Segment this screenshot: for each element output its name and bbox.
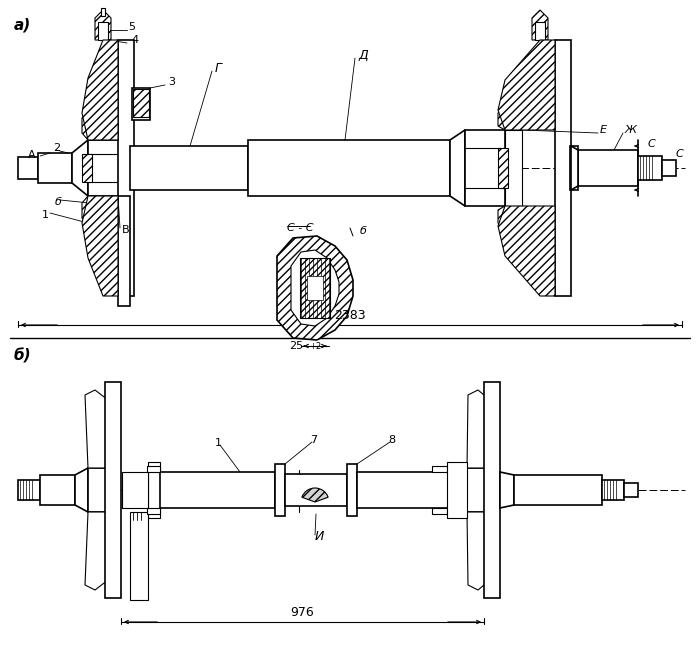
Text: 25: 25	[289, 341, 303, 351]
Bar	[130, 512, 148, 600]
Bar	[300, 258, 330, 318]
Bar	[432, 508, 447, 514]
Bar	[578, 150, 638, 186]
Polygon shape	[82, 196, 95, 223]
Bar	[98, 22, 108, 40]
Polygon shape	[498, 206, 512, 230]
Bar	[160, 472, 275, 508]
Bar	[148, 462, 160, 518]
Bar	[662, 160, 676, 176]
Polygon shape	[291, 250, 339, 326]
Bar	[118, 196, 130, 306]
Text: 8: 8	[388, 435, 395, 445]
Polygon shape	[75, 468, 88, 512]
Text: 5: 5	[128, 22, 135, 32]
Text: Ж: Ж	[625, 125, 637, 135]
Bar	[275, 464, 285, 516]
Bar	[132, 88, 150, 120]
Polygon shape	[85, 390, 112, 468]
Bar	[285, 474, 347, 506]
Polygon shape	[500, 472, 514, 508]
Text: б: б	[55, 197, 62, 207]
Bar	[133, 89, 149, 117]
Text: Е: Е	[600, 125, 607, 135]
Bar	[40, 475, 75, 505]
Bar	[357, 472, 467, 508]
Bar	[347, 464, 357, 516]
Text: 4: 4	[131, 35, 138, 45]
Polygon shape	[467, 512, 495, 590]
Text: +2: +2	[309, 342, 321, 351]
Bar	[88, 468, 108, 512]
Bar	[514, 475, 602, 505]
Text: Д: Д	[358, 49, 368, 61]
Bar	[248, 140, 450, 196]
Text: С: С	[676, 149, 684, 159]
Text: И: И	[315, 531, 324, 544]
Polygon shape	[498, 40, 555, 130]
Bar	[122, 472, 148, 508]
Bar	[467, 468, 487, 512]
Text: 7: 7	[310, 435, 317, 445]
Bar	[505, 130, 522, 206]
Bar	[555, 40, 571, 296]
Polygon shape	[450, 130, 465, 206]
Bar	[447, 462, 467, 518]
Bar	[38, 153, 72, 183]
Bar	[535, 22, 545, 40]
Polygon shape	[72, 140, 88, 196]
Polygon shape	[467, 390, 495, 468]
Text: б: б	[360, 226, 367, 236]
Polygon shape	[498, 106, 512, 130]
Text: 2: 2	[53, 143, 60, 153]
Text: С: С	[648, 139, 656, 149]
Bar	[88, 140, 125, 196]
Bar	[101, 8, 105, 16]
Text: С - С: С - С	[287, 223, 314, 233]
Polygon shape	[498, 206, 555, 296]
Bar	[18, 157, 38, 179]
Bar	[638, 156, 662, 180]
Polygon shape	[82, 40, 118, 140]
Text: 1: 1	[42, 210, 49, 220]
Bar	[118, 40, 134, 296]
Bar	[147, 466, 160, 472]
Bar	[602, 480, 624, 500]
Text: а): а)	[14, 18, 32, 33]
Polygon shape	[82, 113, 95, 140]
Text: Г: Г	[215, 61, 222, 74]
Wedge shape	[302, 488, 328, 502]
Bar	[570, 146, 578, 190]
Text: б): б)	[14, 348, 32, 363]
Bar	[498, 148, 508, 188]
Bar	[147, 508, 160, 514]
Text: В: В	[122, 225, 130, 235]
Polygon shape	[277, 236, 353, 340]
Bar	[432, 466, 447, 472]
Text: 2383: 2383	[334, 309, 366, 322]
Polygon shape	[85, 512, 112, 590]
Text: 3: 3	[168, 77, 175, 87]
Bar	[18, 480, 40, 500]
Bar	[82, 154, 92, 182]
Bar	[130, 146, 248, 190]
Text: 1: 1	[215, 438, 222, 448]
Polygon shape	[95, 10, 111, 40]
Polygon shape	[532, 10, 548, 40]
Polygon shape	[571, 146, 578, 190]
Polygon shape	[82, 196, 118, 296]
Text: А: А	[28, 150, 36, 160]
Bar	[465, 130, 505, 206]
Text: 976: 976	[290, 606, 314, 619]
Bar	[624, 483, 638, 497]
Bar	[105, 382, 121, 598]
Polygon shape	[307, 276, 323, 300]
Bar	[484, 382, 500, 598]
